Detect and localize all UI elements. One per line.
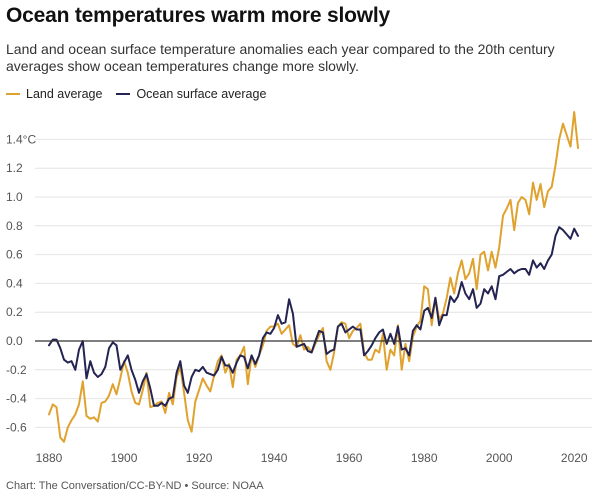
y-tick-label: -0.2: [6, 363, 27, 377]
y-tick-label: 0.4: [6, 276, 23, 290]
chart-title: Ocean temperatures warm more slowly: [6, 4, 390, 27]
chart-source: Chart: The Conversation/CC-BY-ND • Sourc…: [6, 480, 264, 492]
y-tick-label: 1.0: [6, 190, 23, 204]
x-tick-label: 1980: [411, 451, 438, 465]
legend-item-land: Land average: [6, 87, 102, 101]
legend-label-land: Land average: [26, 87, 103, 101]
line-chart: 1.4°C 1.2 1.0 0.8 0.6 0.4 0.2 0.0 -0.2 -0.4 -0.6 18…: [6, 111, 592, 465]
x-tick-label: 1920: [186, 451, 213, 465]
x-tick-label: 1880: [36, 451, 63, 465]
legend-swatch-ocean: [116, 93, 131, 95]
chart-subtitle: Land and ocean surface temperature anoma…: [6, 41, 555, 74]
y-tick-label: 0.2: [6, 305, 23, 319]
y-tick-label: 1.2: [6, 161, 23, 175]
x-tick-label: 1940: [261, 451, 288, 465]
legend-item-ocean: Ocean surface average: [116, 87, 266, 101]
x-tick-label: 2000: [486, 451, 513, 465]
legend-swatch-land: [6, 93, 20, 95]
legend-label-ocean: Ocean surface average: [136, 87, 267, 101]
y-tick-label: 0.8: [6, 219, 23, 233]
y-tick-label: 1.4°C: [6, 132, 36, 146]
y-tick-label: 0.6: [6, 248, 23, 262]
ocean-series-line: [48, 226, 579, 407]
y-tick-label: -0.4: [6, 392, 27, 406]
x-tick-label: 2020: [561, 451, 588, 465]
chart-legend: Land average Ocean surface average: [6, 86, 280, 102]
y-tick-label: 0.0: [6, 334, 23, 348]
y-tick-label: -0.6: [6, 420, 27, 434]
x-tick-label: 1900: [111, 451, 138, 465]
x-tick-label: 1960: [336, 451, 363, 465]
